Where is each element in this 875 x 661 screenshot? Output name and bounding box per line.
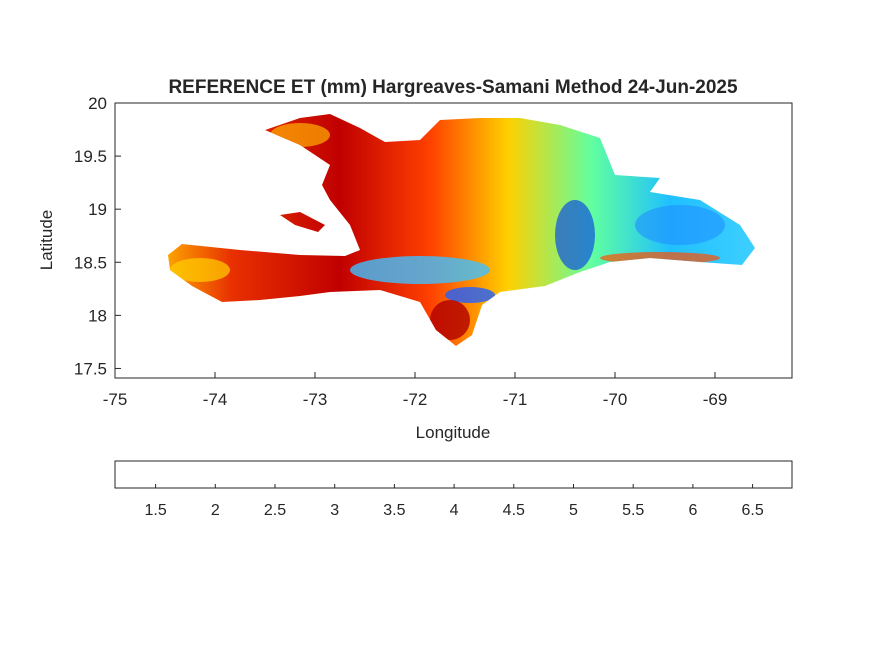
colorbar-tick-label: 3 xyxy=(330,502,339,519)
y-axis-label: Latitude xyxy=(37,210,56,271)
x-tick-label: -74 xyxy=(203,390,228,409)
colorbar xyxy=(114,460,793,489)
et-field xyxy=(168,114,755,346)
y-tick-label: 17.5 xyxy=(74,359,107,378)
y-tick-label: 20 xyxy=(88,94,107,113)
colorbar-tick-label: 5 xyxy=(569,502,578,519)
x-tick-label: -75 xyxy=(103,390,128,409)
colorbar-tick-label: 1.5 xyxy=(144,502,166,519)
colorbar-tick-label: 6.5 xyxy=(741,502,763,519)
y-tick-label: 19 xyxy=(88,200,107,219)
x-tick-label: -69 xyxy=(703,390,728,409)
axes-box xyxy=(114,102,793,379)
colorbar-tick-label: 4.5 xyxy=(503,502,525,519)
colorbar-tick-label: 2.5 xyxy=(264,502,286,519)
colorbar-tick-label: 5.5 xyxy=(622,502,644,519)
x-tick-label: -71 xyxy=(503,390,528,409)
x-axis-label: Longitude xyxy=(416,423,491,442)
x-tick-label: -72 xyxy=(403,390,428,409)
colorbar-tick-label: 3.5 xyxy=(383,502,405,519)
colorbar-tick-label: 4 xyxy=(450,502,459,519)
colorbar-tick-label: 2 xyxy=(211,502,220,519)
y-tick-label: 19.5 xyxy=(74,147,107,166)
x-tick-label: -73 xyxy=(303,390,328,409)
x-tick-label: -70 xyxy=(603,390,628,409)
y-tick-label: 18 xyxy=(88,306,107,325)
chart-title: REFERENCE ET (mm) Hargreaves-Samani Meth… xyxy=(168,77,738,98)
colorbar-tick-label: 6 xyxy=(688,502,697,519)
y-tick-label: 18.5 xyxy=(74,253,107,272)
